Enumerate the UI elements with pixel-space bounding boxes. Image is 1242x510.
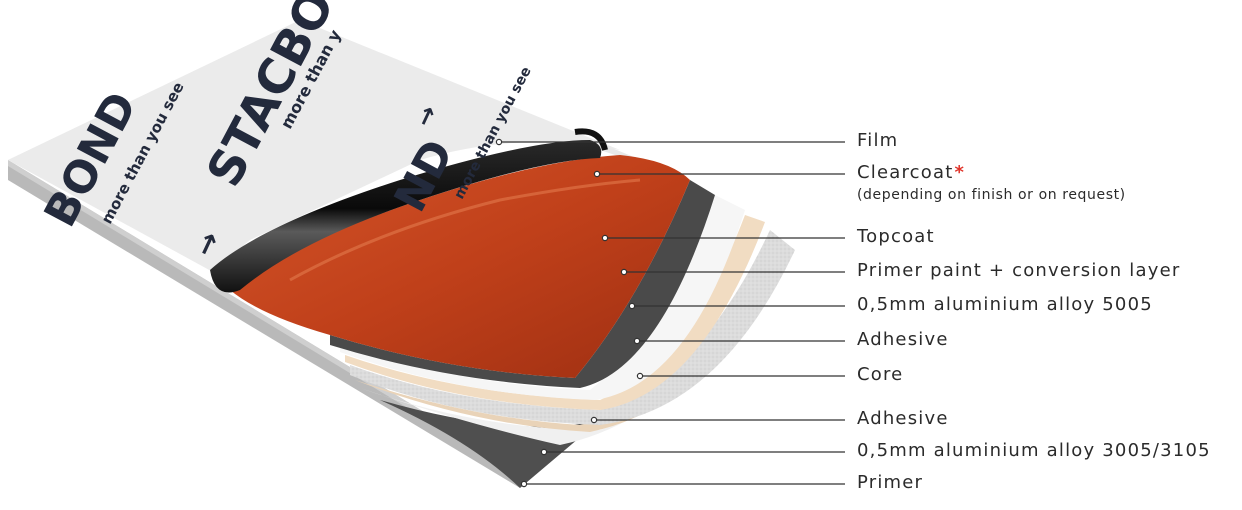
label-aluminium-5005: 0,5mm aluminium alloy 5005 <box>857 294 1153 315</box>
layer-shape-topcoat <box>230 155 690 378</box>
leader-dot-core <box>636 372 644 380</box>
asterisk-icon: * <box>954 162 966 183</box>
label-primer: Primer <box>857 472 924 493</box>
leader-dot-primer-paint <box>620 268 628 276</box>
label-core: Core <box>857 364 904 385</box>
leader-dots <box>495 138 644 488</box>
label-clearcoat: Clearcoat* <box>857 162 965 183</box>
film-surface-main <box>8 20 620 336</box>
label-primer-paint: Primer paint + conversion layer <box>857 260 1181 281</box>
label-adhesive-lower: Adhesive <box>857 408 949 429</box>
clearcoat-highlight <box>289 178 641 282</box>
label-aluminium-3005: 0,5mm aluminium alloy 3005/3105 <box>857 440 1211 461</box>
label-topcoat: Topcoat <box>857 226 935 247</box>
leader-dot-aluminium-5005 <box>628 302 636 310</box>
leader-dot-aluminium-3005 <box>540 448 548 456</box>
leader-dot-adhesive-upper <box>633 337 641 345</box>
panel-front-edge-highlight <box>8 160 520 476</box>
film-peel-edge <box>574 128 608 151</box>
label-clearcoat-text: Clearcoat <box>857 162 954 183</box>
leader-dot-adhesive-lower <box>590 416 598 424</box>
leader-dot-primer <box>520 480 528 488</box>
leader-lines <box>499 141 845 485</box>
leader-dot-clearcoat <box>593 170 601 178</box>
leader-dot-topcoat <box>601 234 609 242</box>
layer-shape-aluminium-5005 <box>340 195 745 400</box>
film-peel-curl <box>210 140 602 293</box>
label-film: Film <box>857 130 899 151</box>
label-adhesive-upper: Adhesive <box>857 329 949 350</box>
label-clearcoat-note: (depending on finish or on request) <box>857 187 1126 203</box>
layer-shape-primer-paint <box>330 180 715 388</box>
leader-dot-film <box>495 138 503 146</box>
layer-shape-primer <box>380 285 760 488</box>
